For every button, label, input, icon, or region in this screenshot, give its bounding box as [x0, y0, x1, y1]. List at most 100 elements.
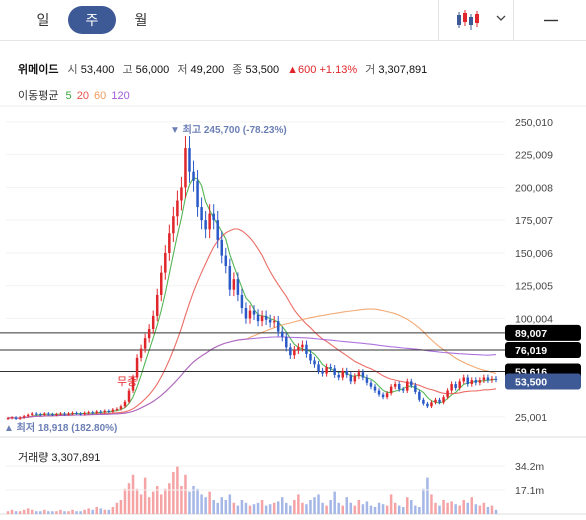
volume-bar: [22, 509, 26, 514]
candle-body: [268, 319, 272, 323]
candle-body: [397, 384, 401, 390]
volume-bar: [232, 502, 236, 514]
price-axis: 250,010 225,009 200,008 175,007 150,006 125,0…: [515, 117, 553, 424]
candle-body: [224, 255, 228, 267]
volume-bar: [127, 483, 131, 514]
volume-bar: [224, 500, 228, 514]
chart-type-button[interactable]: [438, 0, 514, 41]
volume-bar: [369, 505, 373, 514]
volume-bar: [272, 502, 276, 514]
volume-bar: [107, 509, 111, 514]
candle-body: [67, 413, 70, 415]
volume-bar: [115, 502, 119, 514]
candle-body: [143, 338, 147, 349]
all-time-low-annotation: ▲ 최저 18,918 (182.80%): [4, 421, 117, 434]
volume-label: 거: [365, 64, 376, 76]
candle-body: [119, 406, 123, 409]
volume-bar: [397, 505, 401, 514]
volume-bar: [220, 497, 224, 514]
tab-month[interactable]: 월: [134, 12, 148, 28]
volume-bar: [75, 511, 78, 514]
candle-body: [99, 411, 103, 413]
candle-body: [401, 389, 405, 391]
volume-bar: [212, 500, 215, 514]
volume-bar: [216, 502, 219, 514]
volume-bar: [10, 509, 14, 514]
change-percent: +1.13%: [319, 64, 358, 76]
volume-bar: [434, 502, 437, 514]
volume-bar: [285, 502, 288, 514]
candle-body: [450, 384, 453, 391]
high-label: 고: [122, 64, 133, 76]
candle-body: [260, 315, 264, 322]
candle-body: [325, 367, 328, 374]
candle-body: [18, 417, 22, 419]
candle-body: [341, 370, 344, 378]
volume-bar: [268, 504, 272, 514]
volume-bar: [168, 483, 171, 514]
volume-bar: [155, 486, 159, 514]
volume-bar: [345, 497, 349, 514]
candle-body: [220, 239, 224, 256]
volume-bar: [297, 494, 300, 514]
volume-bar: [196, 488, 199, 514]
candle-body: [75, 412, 78, 414]
candle-body: [458, 381, 461, 388]
volume-tick-label: 17.1m: [515, 485, 544, 497]
volume-bar: [87, 508, 90, 514]
volume-bar: [180, 486, 183, 514]
volume-bar: [188, 491, 191, 514]
volume-bar: [143, 477, 147, 514]
volume-bar: [63, 511, 66, 514]
candle-body: [147, 328, 151, 339]
volume-bar: [119, 500, 123, 514]
candle-body: [168, 233, 171, 253]
y-tick-label: 225,009: [515, 150, 553, 162]
candle-body: [410, 381, 413, 386]
volume-bar: [95, 507, 98, 514]
hamburger-icon: [544, 19, 558, 22]
candle-body: [204, 220, 207, 230]
candle-body: [289, 347, 292, 356]
volume-bar: [260, 500, 264, 514]
volume-bar: [91, 509, 94, 514]
menu-button[interactable]: [514, 0, 586, 41]
candle-body: [466, 377, 470, 385]
candle-body: [248, 310, 252, 319]
candle-body: [309, 353, 312, 361]
volume-bar: [321, 502, 324, 514]
chevron-down-icon: [496, 15, 506, 21]
candle-body: [280, 331, 284, 337]
volume-bar: [67, 511, 70, 514]
candle-body: [103, 410, 107, 413]
volume-bar: [43, 509, 46, 514]
volume-bar: [426, 477, 429, 514]
candle-body: [454, 384, 457, 388]
candle-body: [490, 378, 494, 381]
candle-body: [434, 399, 437, 403]
candle-body: [30, 413, 34, 415]
volume-bar: [470, 497, 474, 514]
tab-day[interactable]: 일: [36, 12, 50, 28]
volume-bar: [208, 491, 211, 514]
volume-bar: [6, 511, 10, 514]
bonus-issue-marker: 무증: [117, 376, 137, 388]
volume-bar: [325, 505, 328, 514]
volume-bar: [414, 505, 417, 514]
candle-body: [43, 413, 46, 415]
volume-bar: [172, 472, 175, 514]
tab-week[interactable]: 주: [68, 6, 116, 34]
candle-body: [107, 410, 111, 412]
candle-body: [285, 336, 288, 348]
candle-body: [232, 279, 236, 290]
volume-bar: [139, 494, 143, 514]
volume-bar: [59, 509, 62, 514]
candle-body: [297, 347, 300, 350]
volume-tick-label: 34.2m: [515, 461, 544, 473]
candle-body: [393, 384, 397, 387]
volume-bar: [71, 509, 74, 514]
candle-body: [357, 372, 361, 377]
candle-body: [329, 367, 332, 369]
candle-body: [155, 294, 159, 316]
